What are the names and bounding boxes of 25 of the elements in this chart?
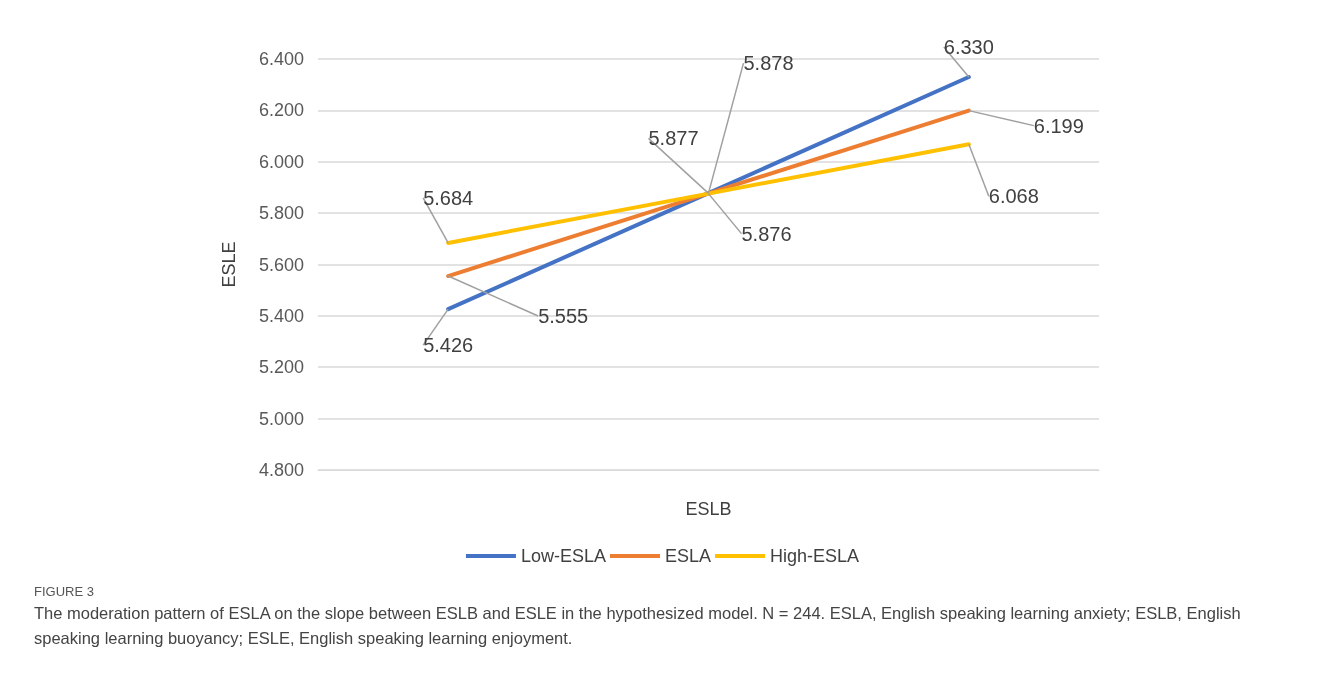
data-label: 5.876 [741, 222, 792, 245]
x-axis-title: ESLB [685, 499, 732, 519]
data-label: 5.878 [743, 52, 794, 75]
legend-label: High-ESLA [770, 546, 860, 566]
caption: FIGURE 3 [34, 584, 95, 599]
y-tick-label: 5.400 [258, 305, 304, 326]
data-label: 5.426 [423, 334, 474, 357]
y-tick-label: 5.200 [258, 357, 304, 378]
legend-label: Low-ESLA [520, 546, 606, 566]
y-tick-label: 6.400 [258, 49, 304, 69]
y-tick-label: 6.200 [258, 100, 304, 121]
y-tick-label: 6.000 [258, 151, 304, 172]
y-tick-label: 5.800 [258, 203, 304, 224]
data-label: 5.555 [538, 305, 589, 328]
y-axis-title: ESLE [219, 241, 239, 288]
text: The moderation pattern of ESLA on the slope between ESLB and ESLE in the hypothesized model. N = 244. ESLA, English speaking learning anxiety; ESLB, English speaking learning buoyancy; ESLE, English speaking learning enjoyment. [34, 603, 1242, 649]
data-label: 5.877 [648, 127, 699, 150]
y-tick-label: 5.000 [258, 408, 304, 429]
data-label: 5.684 [423, 186, 474, 209]
y-tick-label: 4.800 [258, 460, 304, 480]
data-label: 6.199 [1033, 114, 1084, 137]
y-tick-label: 5.600 [258, 254, 304, 275]
legend-label: ESLA [664, 546, 712, 566]
data-label: 6.068 [988, 185, 1039, 208]
data-label: 6.330 [943, 35, 994, 58]
